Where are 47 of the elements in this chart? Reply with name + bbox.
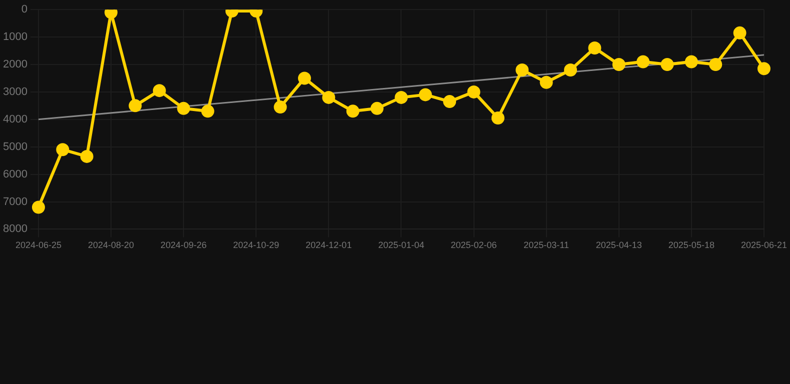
y-tick-label: 2000	[2, 58, 28, 71]
x-tick-label: 2024-09-26	[160, 240, 207, 250]
y-tick-label: 7000	[2, 196, 28, 208]
point	[201, 104, 214, 118]
point	[636, 55, 650, 68]
point	[418, 88, 432, 102]
point	[177, 102, 190, 115]
point	[491, 112, 504, 125]
point	[612, 58, 626, 71]
x-tick-label: 2025-05-18	[668, 240, 714, 250]
point	[467, 85, 480, 98]
point	[733, 26, 746, 40]
point	[298, 72, 311, 85]
y-tick-label: 3000	[2, 86, 28, 98]
point	[757, 62, 770, 76]
point	[322, 90, 336, 104]
point	[684, 55, 698, 68]
point	[516, 63, 529, 76]
point	[56, 143, 70, 156]
point	[346, 104, 360, 118]
y-tick-label: 5000	[2, 140, 28, 153]
x-tick-label: 2025-06-21	[740, 240, 788, 250]
point	[274, 100, 287, 114]
point	[660, 58, 674, 71]
point	[709, 58, 722, 71]
point	[152, 84, 166, 98]
x-tick-label: 2025-01-04	[378, 240, 424, 250]
point	[540, 76, 553, 89]
y-tick-label: 6000	[2, 168, 28, 180]
point	[80, 150, 94, 163]
point	[443, 95, 456, 108]
point	[588, 42, 602, 55]
x-tick-label: 2024-12-01	[306, 240, 352, 250]
point	[394, 90, 408, 104]
point	[370, 102, 384, 115]
point	[564, 63, 578, 76]
x-tick-label: 2024-08-20	[88, 240, 134, 250]
y-tick-label: 4000	[2, 113, 28, 126]
x-tick-label: 2025-02-06	[450, 240, 497, 250]
y-tick-label: 8000	[2, 223, 28, 236]
x-tick-label: 2024-06-25	[15, 240, 62, 250]
x-tick-label: 2024-10-29	[233, 240, 280, 250]
y-tick-label: 1000	[2, 31, 28, 44]
x-tick-label: 2025-03-11	[524, 240, 570, 250]
y-tick-label: 0	[21, 4, 28, 16]
point	[128, 99, 142, 112]
x-tick-label: 2025-04-13	[596, 240, 642, 250]
